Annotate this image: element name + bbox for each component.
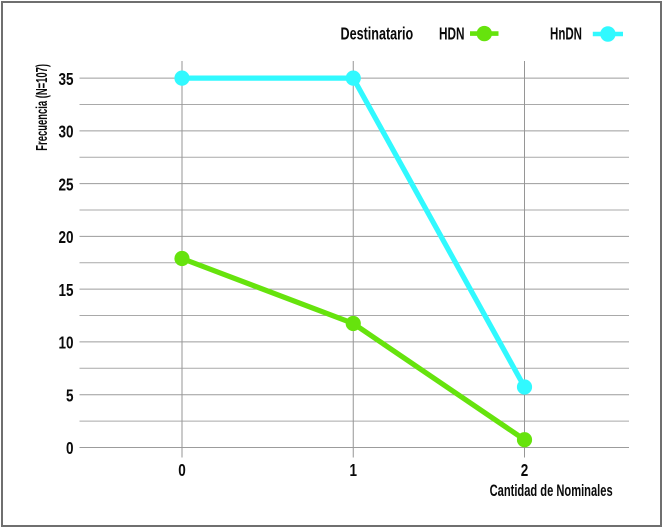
svg-text:25: 25 bbox=[58, 176, 73, 195]
svg-text:HDN: HDN bbox=[439, 24, 465, 44]
svg-text:5: 5 bbox=[66, 387, 74, 406]
svg-text:1: 1 bbox=[349, 461, 357, 480]
svg-text:2: 2 bbox=[521, 461, 529, 480]
svg-text:10: 10 bbox=[58, 334, 73, 353]
svg-text:20: 20 bbox=[58, 228, 73, 247]
svg-text:Frecuencia (N=107): Frecuencia (N=107) bbox=[32, 64, 50, 151]
svg-text:0: 0 bbox=[66, 439, 74, 458]
svg-text:15: 15 bbox=[58, 281, 73, 300]
svg-text:HnDN: HnDN bbox=[550, 24, 582, 44]
svg-text:0: 0 bbox=[178, 461, 186, 480]
svg-text:30: 30 bbox=[58, 123, 73, 142]
svg-text:Destinatario: Destinatario bbox=[341, 24, 414, 44]
svg-text:Cantidad de Nominales: Cantidad de Nominales bbox=[490, 481, 613, 500]
svg-text:35: 35 bbox=[58, 70, 73, 89]
